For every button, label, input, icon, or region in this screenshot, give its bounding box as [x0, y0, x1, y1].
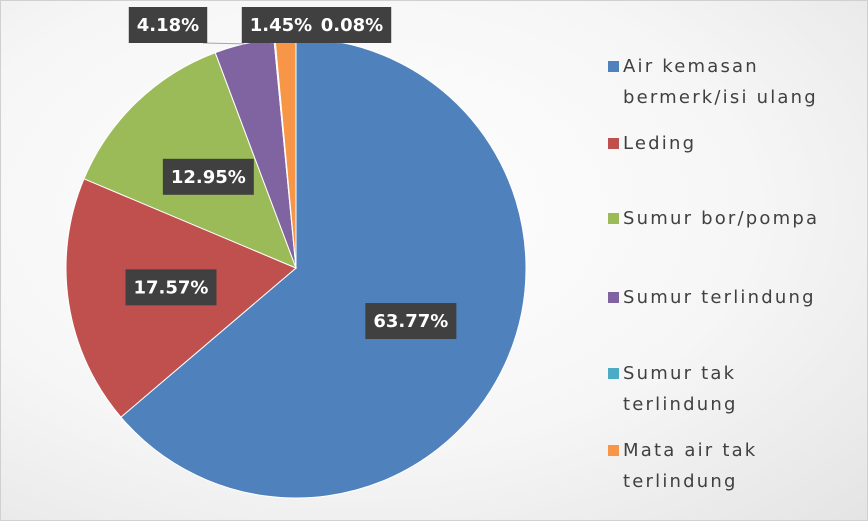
legend-label: Air kemasan bermerk/isi ulang — [623, 56, 818, 108]
legend-entry: Sumur terlindung — [608, 282, 858, 313]
legend-entry: Sumur tak terlindung — [608, 358, 858, 420]
legend-label: Sumur bor/pompa — [623, 208, 820, 229]
legend-label: Mata air tak terlindung — [623, 440, 758, 492]
data-label-text: 0.08% — [321, 15, 383, 36]
legend-swatch — [608, 292, 619, 303]
legend-swatch — [608, 368, 619, 379]
data-label: 4.18% — [128, 7, 208, 43]
legend-entry: Air kemasan bermerk/isi ulang — [608, 51, 858, 113]
leader-line — [202, 42, 245, 45]
legend-label: Leding — [623, 133, 697, 154]
pie-slice — [120, 37, 527, 499]
label-box — [162, 158, 254, 195]
legend-label: Sumur tak terlindung — [623, 363, 738, 415]
legend-swatch — [608, 61, 619, 72]
label-box — [125, 269, 217, 306]
data-label-text: 1.45% — [250, 15, 312, 36]
label-box — [365, 303, 457, 340]
data-label: 1.45% — [241, 7, 321, 43]
label-box — [128, 7, 208, 43]
data-label-text: 4.18% — [137, 15, 199, 36]
data-label: 0.08% — [312, 7, 392, 43]
data-label: 12.95% — [162, 158, 254, 195]
data-label-text: 17.57% — [133, 277, 208, 298]
legend-entry: Mata air tak terlindung — [608, 435, 858, 497]
data-label: 17.57% — [125, 269, 217, 306]
legend-label: Sumur terlindung — [623, 287, 816, 308]
legend-entry: Leding — [608, 128, 858, 159]
label-box — [241, 7, 321, 43]
legend-entry: Sumur bor/pompa — [608, 203, 858, 234]
legend-swatch — [608, 213, 619, 224]
data-label-text: 12.95% — [171, 167, 246, 188]
legend-swatch — [608, 138, 619, 149]
label-box — [312, 7, 392, 43]
data-label-text: 63.77% — [373, 311, 448, 332]
legend-swatch — [608, 445, 619, 456]
data-label: 63.77% — [365, 303, 457, 340]
